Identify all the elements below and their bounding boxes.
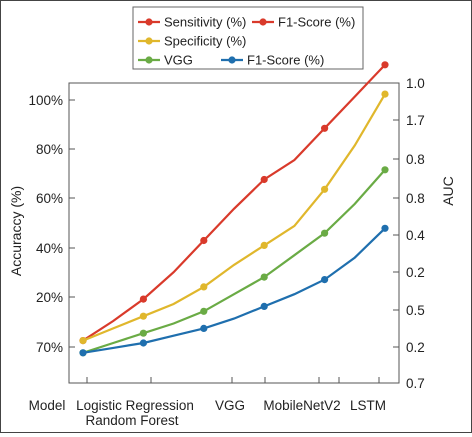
data-point [321,124,329,132]
left-axis: 70% 20% 40% 60% 80% 100% [28,93,75,355]
series-line [82,93,386,342]
series-3 [79,224,389,357]
legend-swatch-marker [145,37,153,45]
data-point [139,339,147,347]
left-tick-label: 40% [36,241,63,256]
data-point [260,302,268,310]
data-point [200,283,208,291]
legend-label: F1-Score (%) [247,53,324,68]
legend-swatch-marker [145,18,153,26]
data-point [139,312,147,320]
plot-area [68,82,400,384]
data-point [200,307,208,315]
right-tick-label: 0.2 [406,340,425,355]
x-category-label: LSTM [350,398,386,413]
series-layer [79,61,389,357]
data-point [260,175,268,184]
legend-box [132,6,364,70]
legend-label: VGG [164,53,193,68]
right-tick-label: 0.5 [406,303,425,318]
series-line [82,64,386,342]
y2-axis-title: AUC [440,176,456,206]
left-tick-label: 20% [36,290,63,305]
data-point [381,224,389,232]
legend-item: VGG [138,53,193,68]
right-tick-label: 0.8 [406,191,425,206]
left-tick-label: 70% [36,340,63,355]
data-point [321,185,329,193]
right-tick-label: 1.7 [406,113,425,128]
right-tick-label: 0.7 [406,376,425,391]
legend-item: F1-Score (%) [221,53,324,68]
data-point [321,229,329,237]
legend-item: F1-Score (%) [252,15,355,30]
data-point [139,295,147,303]
data-point [79,337,87,345]
data-point [200,324,208,332]
x-category-label: Random Forest [85,413,178,428]
left-tick-label: 60% [36,191,63,206]
legend-swatch-marker [145,56,153,64]
left-tick-label: 100% [28,93,63,108]
y-axis-title: Accuraccy (%) [8,186,24,276]
left-tick-label: 80% [36,142,63,157]
legend-swatch-marker [259,18,267,26]
x-category-label: Model [29,398,66,413]
data-point [260,273,268,281]
legend-label: Specificity (%) [164,34,246,49]
right-tick-label: 0.8 [406,152,425,167]
data-point [381,61,389,69]
right-tick-label: 0.4 [406,228,425,243]
right-axis: 0.7 0.2 0.5 0.2 0.4 0.8 0.8 1.7 1.0 [393,76,425,391]
data-point [381,166,389,174]
legend-label: F1-Score (%) [278,15,355,30]
data-point [260,241,268,249]
data-point [321,276,329,284]
legend-item: Sensitivity (%) [138,15,246,30]
right-tick-label: 1.0 [406,76,425,91]
legend: Sensitivity (%) F1-Score (%)Specificity (… [132,6,364,70]
legend-label: Sensitivity (%) [164,15,246,30]
data-point [200,236,208,245]
data-point [381,90,389,98]
legend-swatch-marker [228,56,236,64]
data-point [139,329,147,337]
series-line [82,169,386,354]
x-category-label: VGG [215,398,245,413]
data-point [79,349,87,357]
series-line [82,227,386,354]
x-category-label: MobileNetV2 [263,398,340,413]
right-tick-label: 0.2 [406,265,425,280]
series-1 [79,90,389,345]
x-category-label: Logistic Regression [76,398,194,413]
legend-item: Specificity (%) [138,34,246,49]
